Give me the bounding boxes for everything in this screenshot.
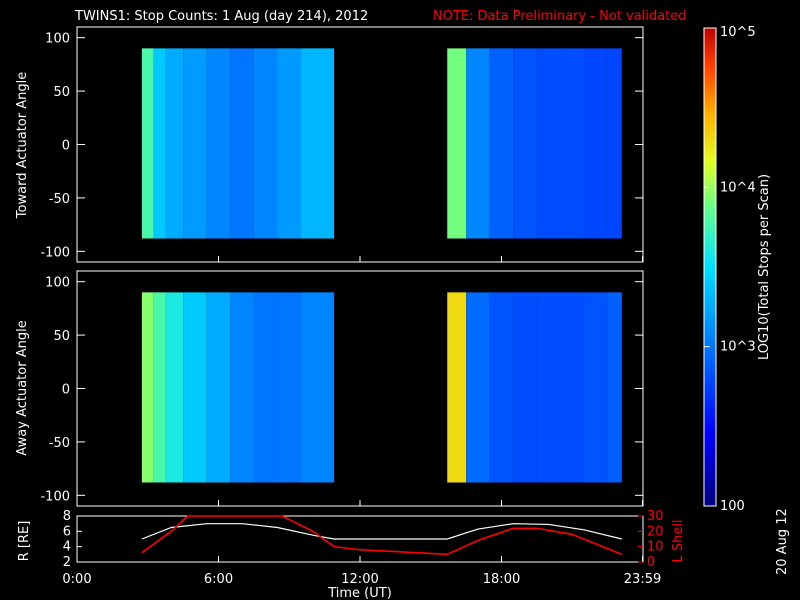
chart-title: TWINS1: Stop Counts: 1 Aug (day 214), 20… [74,9,368,24]
heatmap-cell [560,48,585,239]
orbit-left-tick-label: 6 [63,524,71,539]
heatmap-cell [489,292,514,483]
xtick-label: 0:00 [62,572,91,587]
heatmap-cell [206,48,231,239]
ytick-label: 50 [53,85,70,100]
heatmap-cell [141,48,154,239]
heatmap-cell [513,48,537,239]
date-stamp: 20 Aug 12 [775,508,790,575]
heatmap-cell [206,292,231,483]
heatmap-cell [183,292,207,483]
heatmap-cell [584,292,608,483]
colorbar-tick-label: 10^4 [720,180,756,195]
ytick-label: 50 [53,329,70,344]
heatmap-cell [165,48,184,239]
heatmap-cell [584,48,608,239]
heatmap-cell [301,48,335,239]
heatmap-cell [301,292,335,483]
heatmap-cell [536,292,561,483]
heatmap-cell [153,48,166,239]
colorbar-tick-label: 10^5 [720,25,756,40]
heatmap-layer [141,48,622,483]
xtick-label: 12:00 [341,572,378,587]
heatmap-cell [230,292,254,483]
heatmap-cell [165,292,184,483]
ytick-label: -50 [49,192,70,207]
heatmap-cell [253,48,278,239]
xaxis-label: Time (UT) [327,586,392,600]
ytick-label: -50 [49,436,70,451]
xtick-label: 6:00 [204,572,233,587]
heatmap-cell [607,292,622,483]
ytick-label: 100 [45,276,70,291]
colorbar [703,27,717,507]
ytick-label: 0 [62,383,70,398]
heatmap-cell [513,292,537,483]
orbit-left-tick-label: 2 [63,555,71,570]
ytick-label: -100 [40,489,70,504]
xtick-label: 23:59 [624,572,661,587]
lshell-line [141,515,623,556]
heatmap-cell [277,48,302,239]
colorbar-tick-label: 10^3 [720,340,756,355]
ytick-label: -100 [40,245,70,260]
orbit-ylabel-left: R [RE] [17,521,32,562]
orbit-right-tick-label: 20 [647,524,664,539]
colorbar-label: LOG10(Total Stops per Scan) [757,174,772,360]
xtick-label: 18:00 [483,572,520,587]
heatmap-cell [489,48,514,239]
heatmap-cell [466,292,490,483]
heatmap-cell [153,292,166,483]
heatmap-cell [607,48,622,239]
heatmap-cell [536,48,561,239]
heatmap-cell [447,292,467,483]
orbit-ylabel-right: L Shell [671,519,686,562]
heatmap-cell [277,292,302,483]
orbit-right-tick-label: 30 [647,509,664,524]
radius-line [141,523,622,540]
ytick-label: 0 [62,139,70,154]
heatmap-cell [230,48,254,239]
preliminary-note: NOTE: Data Preliminary - Not validated [433,9,687,24]
orbit-left-tick-label: 8 [63,509,71,524]
ytick-label: 100 [45,32,70,47]
heatmap-cell [447,48,467,239]
colorbar-ticks: 10^5 10^4 10^3 100 [704,25,756,514]
colorbar-tick-label: 100 [720,499,745,514]
heatmap-cell [253,292,278,483]
orbit-right-tick-label: 10 [647,540,664,555]
toward-ylabel: Toward Actuator Angle [15,72,30,219]
heatmap-cell [183,48,207,239]
heatmap-cell [141,292,154,483]
heatmap-cell [560,292,585,483]
orbit-left-tick-label: 4 [63,540,71,555]
orbit-right-tick-label: 0 [647,555,655,570]
away-ylabel: Away Actuator Angle [15,320,30,455]
heatmap-cell [466,48,490,239]
